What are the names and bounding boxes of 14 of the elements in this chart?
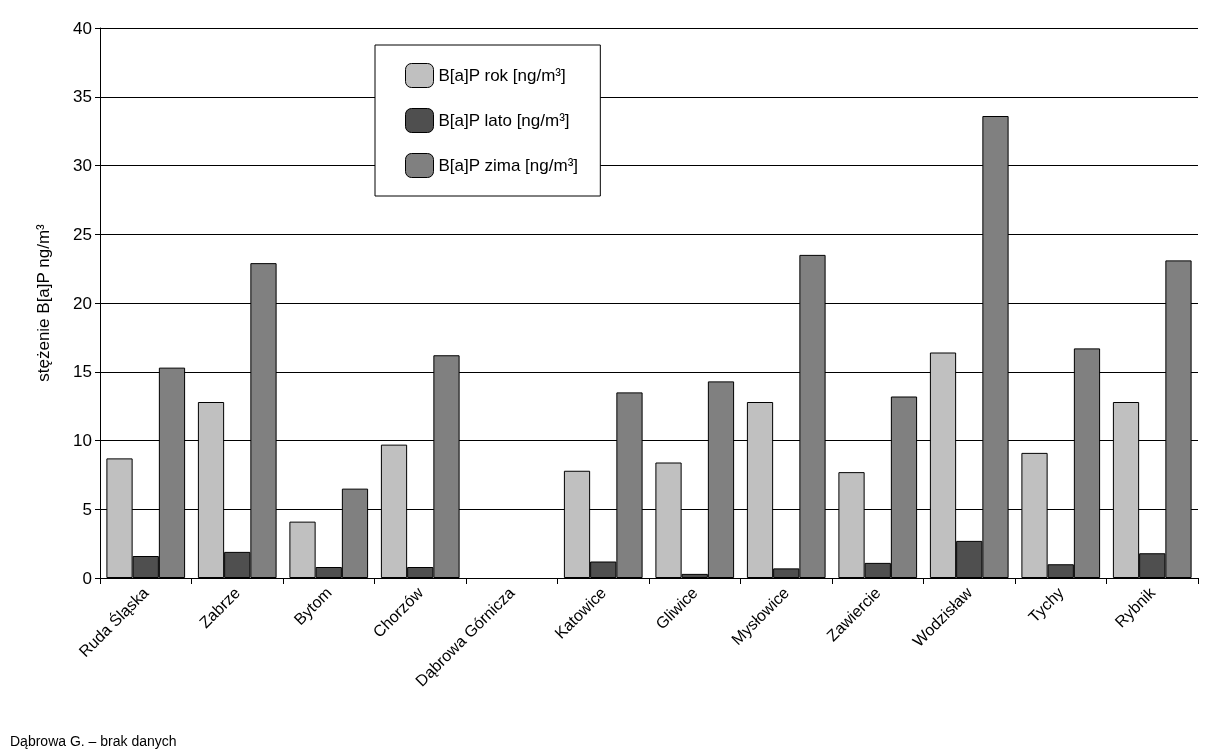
y-tick-label: 20	[73, 293, 92, 313]
y-axis-title: stężenie B[a]P ng/m³	[34, 223, 53, 382]
y-tick-label: 25	[73, 224, 92, 244]
y-tick-label: 10	[73, 431, 92, 450]
y-tick-label: 5	[82, 499, 92, 519]
legend-label: B[a]P rok [ng/m³]	[438, 66, 566, 85]
y-tick-label: 0	[82, 568, 92, 588]
legend-label: B[a]P lato [ng/m³]	[438, 111, 570, 130]
text: Dąbrowa G. – brak danych	[10, 733, 177, 749]
y-tick-label: 15	[73, 362, 92, 382]
legend-label: B[a]P zima [ng/m³]	[438, 156, 579, 175]
y-tick-label: 40	[73, 18, 92, 38]
y-tick-label: 30	[73, 156, 92, 175]
y-tick-label: 35	[73, 87, 92, 107]
